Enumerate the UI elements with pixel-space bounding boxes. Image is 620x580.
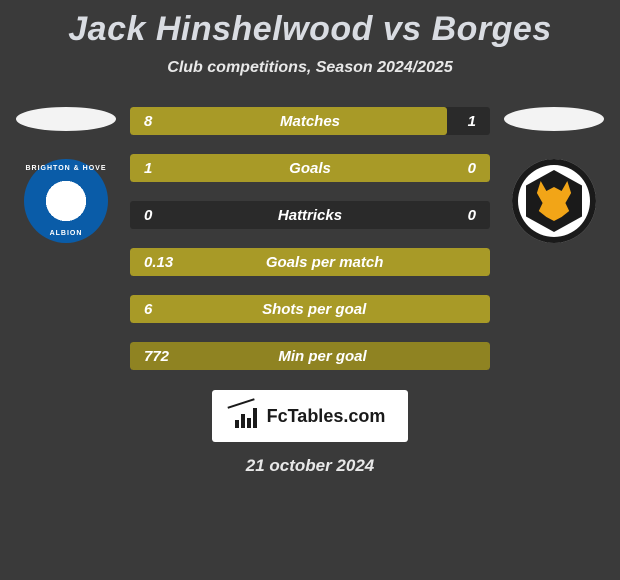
stat-label: Goals per match bbox=[173, 254, 476, 271]
stat-bar: 772Min per goal bbox=[130, 342, 490, 370]
crest-ring-text-top: BRIGHTON & HOVE bbox=[26, 165, 107, 172]
stat-value-left: 772 bbox=[130, 348, 169, 365]
wolves-hex-icon bbox=[526, 170, 582, 232]
fctables-logo-icon bbox=[235, 404, 261, 428]
right-column bbox=[504, 107, 604, 243]
page-title: Jack Hinshelwood vs Borges bbox=[0, 10, 620, 49]
stat-value-left: 1 bbox=[130, 160, 152, 177]
brand-text: FcTables.com bbox=[267, 406, 386, 427]
stat-bar: 0Hattricks0 bbox=[130, 201, 490, 229]
stat-value-right: 0 bbox=[468, 207, 490, 224]
stat-bar: 6Shots per goal bbox=[130, 295, 490, 323]
left-team-crest: BRIGHTON & HOVE ALBION bbox=[24, 159, 108, 243]
stat-label: Matches bbox=[152, 113, 467, 130]
subtitle: Club competitions, Season 2024/2025 bbox=[0, 59, 620, 77]
stat-bar: 1Goals0 bbox=[130, 154, 490, 182]
stat-value-left: 0.13 bbox=[130, 254, 173, 271]
wolf-head-icon bbox=[535, 181, 573, 221]
stat-value-right: 1 bbox=[468, 113, 490, 130]
comparison-row: BRIGHTON & HOVE ALBION 8Matches11Goals00… bbox=[0, 107, 620, 370]
stat-value-left: 0 bbox=[130, 207, 152, 224]
right-team-crest bbox=[512, 159, 596, 243]
brand-box: FcTables.com bbox=[212, 390, 408, 442]
right-oval-placeholder bbox=[504, 107, 604, 131]
stat-label: Shots per goal bbox=[152, 301, 476, 318]
footer: FcTables.com 21 october 2024 bbox=[0, 390, 620, 476]
stat-value-left: 8 bbox=[130, 113, 152, 130]
crest-ring-text-bottom: ALBION bbox=[50, 230, 83, 237]
stat-bar: 8Matches1 bbox=[130, 107, 490, 135]
left-oval-placeholder bbox=[16, 107, 116, 131]
stat-label: Min per goal bbox=[169, 348, 476, 365]
stat-bar: 0.13Goals per match bbox=[130, 248, 490, 276]
date-text: 21 october 2024 bbox=[246, 456, 375, 476]
stats-column: 8Matches11Goals00Hattricks00.13Goals per… bbox=[130, 107, 490, 370]
stat-value-right: 0 bbox=[468, 160, 490, 177]
seagull-icon bbox=[48, 194, 84, 208]
stat-value-left: 6 bbox=[130, 301, 152, 318]
left-column: BRIGHTON & HOVE ALBION bbox=[16, 107, 116, 243]
stat-label: Goals bbox=[152, 160, 467, 177]
stat-label: Hattricks bbox=[152, 207, 467, 224]
